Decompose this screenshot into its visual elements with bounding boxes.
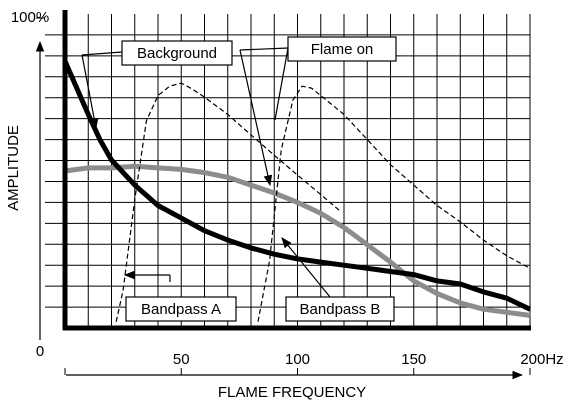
callout-leaders <box>81 47 331 298</box>
series-line <box>115 82 340 322</box>
x-tick-label: 100 <box>285 351 310 368</box>
x-tick-label: 150 <box>401 351 426 368</box>
x-tick-label: 200Hz <box>520 351 563 368</box>
series-line <box>62 60 532 312</box>
callout-label: Background <box>137 45 217 62</box>
callouts: Background Flame on Bandpass A Bandpass B <box>121 36 397 322</box>
callout-box <box>287 36 397 62</box>
callout-label: Bandpass A <box>141 301 221 318</box>
grid <box>45 14 531 328</box>
x-tick-label: 0 <box>36 343 44 360</box>
callout-box <box>121 40 233 66</box>
x-axis-label: FLAME FREQUENCY <box>218 384 366 401</box>
y-axis-label: AMPLITUDE <box>5 125 22 211</box>
plot-lines <box>62 60 532 322</box>
callout-label: Bandpass B <box>300 301 381 318</box>
series-line <box>257 85 531 322</box>
callout-box <box>125 296 237 322</box>
series-line <box>64 163 531 318</box>
x-tick-label: 50 <box>173 351 190 368</box>
callout-box <box>285 296 395 322</box>
y-tick-label: 100% <box>11 9 49 26</box>
callout-label: Flame on <box>311 41 374 58</box>
